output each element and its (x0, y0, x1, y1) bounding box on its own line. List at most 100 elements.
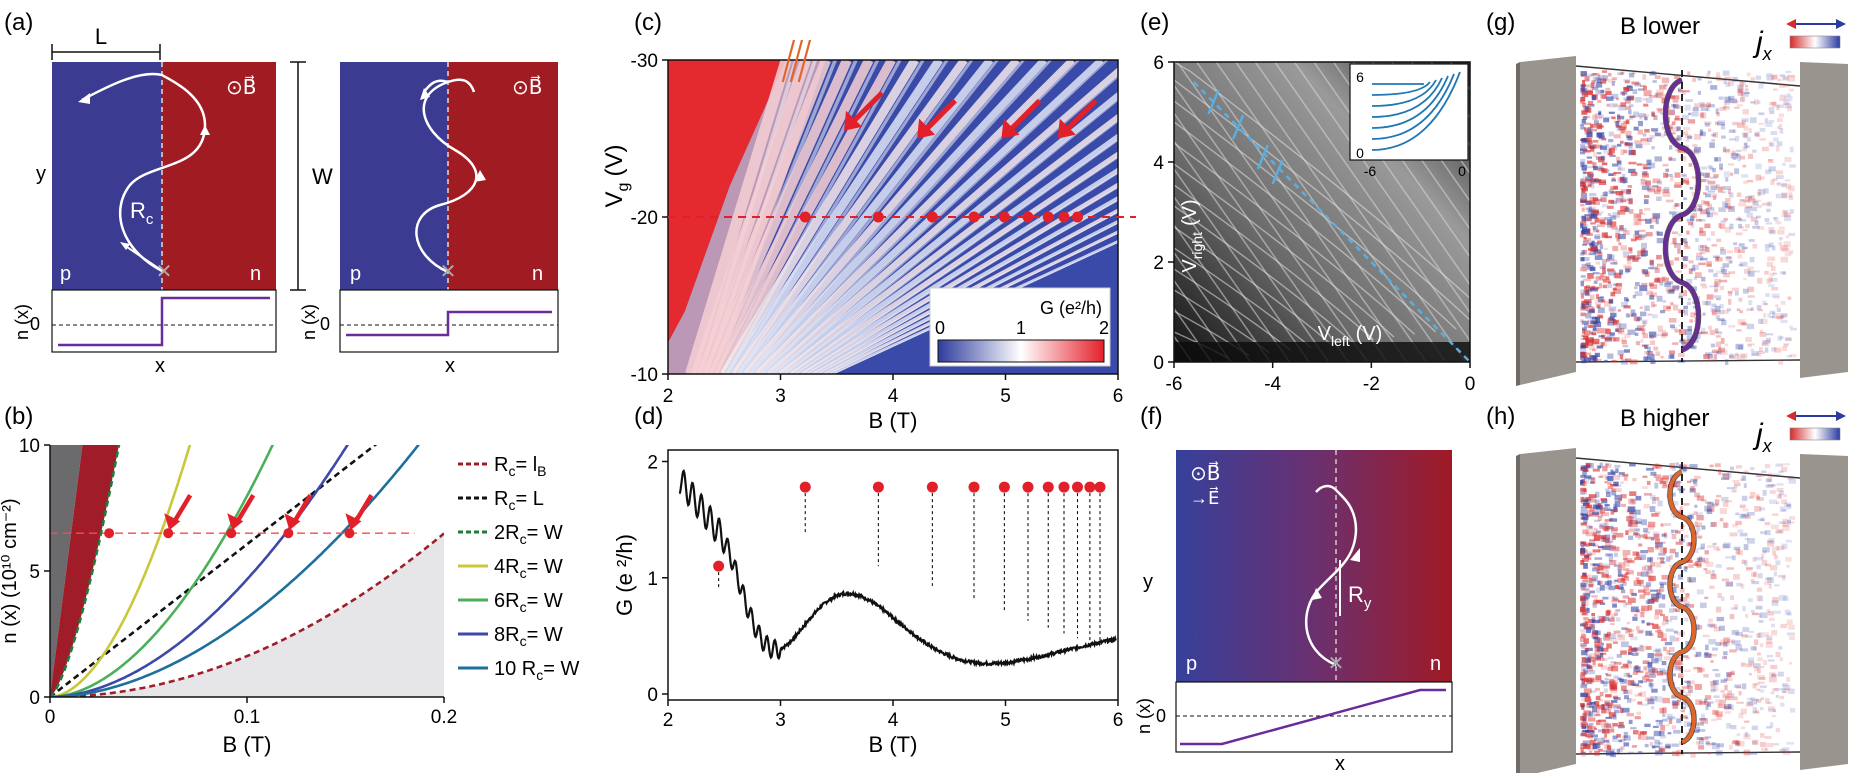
panel-c-label: (c) (634, 9, 662, 36)
svg-text:0: 0 (1156, 706, 1166, 726)
x-label: x (155, 355, 165, 377)
peak-point-1 (799, 481, 811, 493)
svg-text:0: 0 (1356, 145, 1364, 161)
current-map-g: jx (1516, 19, 1848, 386)
panel-c-ylabel: Vg(V) (601, 145, 632, 208)
jx-colorbar (1789, 35, 1841, 49)
peak-point-0 (713, 560, 725, 572)
injection-cross: ✕ (156, 261, 173, 283)
e-marker-3 (1271, 159, 1284, 185)
c-xtick-label-1: 3 (775, 386, 786, 407)
graded-junction (1176, 450, 1452, 682)
p-region (52, 62, 162, 290)
d-ytick-label-1: 1 (647, 569, 658, 590)
jx-arrow-right (1836, 19, 1846, 29)
panel-b-axes: 0 0.1 0.2 0 5 10 (19, 436, 457, 728)
f-b-label: ⊙B⃗ (1190, 460, 1220, 485)
peak-point-11 (1094, 481, 1106, 493)
arrow-c-1 (925, 98, 957, 131)
svg-text:x: x (1335, 753, 1345, 773)
legend-label-0: Rc= lB (494, 454, 546, 479)
heat-fringe-21 (807, 195, 1118, 374)
jx-label: jx (1752, 418, 1773, 456)
density-profile-a2 (346, 310, 552, 337)
point-b-1 (163, 528, 174, 539)
panel-b-plot-area (50, 445, 444, 697)
d-xtick-label-0: 2 (663, 710, 674, 731)
jx-colorbar (1789, 427, 1841, 441)
arrowhead-b-3 (345, 513, 362, 531)
region-left-of-rc-l (50, 445, 83, 697)
region-n-label: n (250, 263, 261, 285)
e-fringe-7 (1174, 184, 1374, 341)
d-xtick-label-3: 5 (1000, 710, 1011, 731)
jx-arrow-left (1786, 411, 1796, 421)
peak-point-5 (998, 481, 1010, 493)
panel-e-xlabel: Vleft (V) (1318, 323, 1383, 349)
panel-d: (d) 2 3 4 5 6 0 1 2 B (T) G (e ²/h) (612, 403, 1123, 757)
c-ytick-label-1: -20 (631, 208, 658, 229)
e-fringe-12 (1174, 79, 1470, 322)
e-fringe-3 (1174, 268, 1291, 351)
e-ytick-label-0: 0 (1153, 353, 1164, 374)
b-field-label: ⊙B⃗ (226, 74, 256, 99)
contact-left (1520, 448, 1576, 773)
b-ytick-label-2: 10 (19, 436, 40, 457)
orange-marker-0 (781, 39, 796, 83)
current-map-h: jx (1516, 411, 1848, 773)
svg-text:0: 0 (1458, 163, 1466, 179)
f-e-label: →E⃗ (1190, 487, 1219, 508)
heat-fringe-12 (755, 60, 1075, 374)
e-xtick-label-0: -6 (1166, 374, 1183, 395)
legend-label-3: 4Rc= W (494, 556, 563, 581)
e-fringe-13 (1174, 62, 1470, 300)
heat-red-region (668, 60, 787, 343)
orbit-f (1305, 484, 1358, 667)
point-b-2 (226, 528, 237, 539)
jx-label: jx (1752, 26, 1773, 64)
point-c-6 (1042, 211, 1054, 223)
e-ytick-label-2: 4 (1153, 153, 1164, 174)
panel-d-plot-area (678, 468, 1117, 668)
heat-fringe-4 (708, 60, 874, 374)
curve-rc-l (50, 445, 378, 697)
e-xtick-label-1: -4 (1264, 374, 1281, 395)
peak-point-8 (1058, 481, 1070, 493)
e-fringe-2 (1174, 289, 1271, 354)
legend-label-1: Rc= L (494, 488, 544, 513)
e-dark-bottom (1174, 342, 1470, 362)
c-xtick-label-0: 2 (663, 386, 674, 407)
jx-arrow-left (1786, 19, 1796, 29)
d-xtick-label-2: 4 (888, 710, 899, 731)
panel-b-legend: Rc= lB Rc= L 2Rc= W 4Rc= W 6Rc= W 8Rc= W 10 Rc… (458, 454, 579, 683)
e-ytick-label-1: 2 (1153, 253, 1164, 274)
peak-point-3 (926, 481, 938, 493)
heat-fringe-2 (696, 60, 831, 374)
arrowhead-c-1 (917, 118, 936, 139)
e-marker-0 (1207, 89, 1220, 115)
arrowhead-c-2 (1001, 118, 1020, 139)
e-fringe-8 (1174, 163, 1395, 338)
svg-text:n (x): n (x) (1134, 698, 1154, 734)
panel-e-label: (e) (1140, 9, 1169, 36)
arrow-c-0 (852, 91, 884, 123)
svg-text:p: p (1186, 653, 1197, 675)
region-p-label: p (60, 263, 71, 285)
point-b-3 (283, 528, 294, 539)
panel-a-label: (a) (4, 9, 33, 36)
arrow-c-2 (1009, 98, 1042, 131)
e-xtick-label-2: -2 (1363, 374, 1380, 395)
svg-text:n (x): n (x) (299, 304, 319, 340)
peak-point-7 (1042, 481, 1054, 493)
heat-fringe-6 (720, 60, 919, 374)
svg-text:✕: ✕ (1328, 653, 1345, 675)
b-ytick-label-0: 0 (29, 688, 40, 709)
panel-d-xlabel: B (T) (869, 732, 918, 757)
density-profile-a1 (58, 296, 270, 347)
svg-text:-6: -6 (1364, 163, 1377, 179)
point-b-0 (104, 528, 115, 539)
panel-e-axes: -6 -4 -2 0 0 2 4 6 (1153, 53, 1475, 395)
c-xtick-label-4: 6 (1113, 386, 1124, 407)
